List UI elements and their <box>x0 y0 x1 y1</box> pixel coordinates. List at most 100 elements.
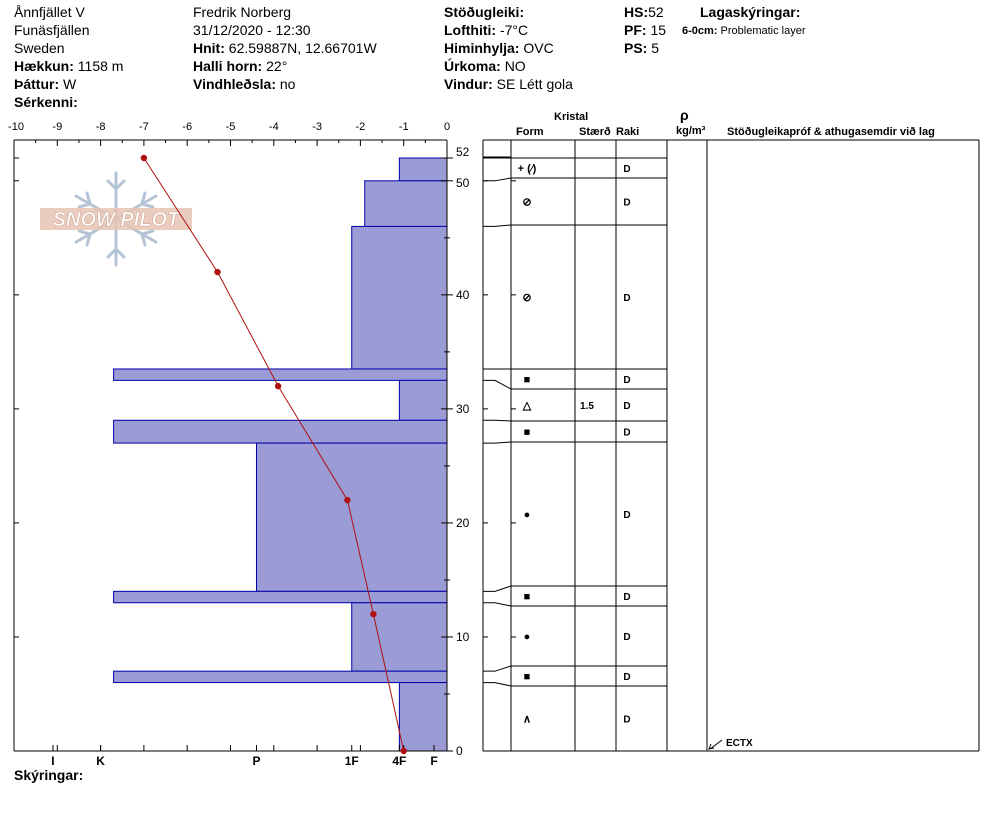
layer-form-3: ■ <box>524 374 531 386</box>
temp-tick-label-0: -10 <box>8 121 24 133</box>
layer-connector-9 <box>483 665 512 672</box>
ps-label: PS: <box>624 40 648 56</box>
wind-loading-value: no <box>279 76 296 92</box>
hardness-label-4: 4F <box>392 754 406 768</box>
height-tick-label-2: 20 <box>456 516 470 530</box>
layer-connector-5 <box>483 419 512 422</box>
temperature-point-4 <box>370 610 377 618</box>
slope-label: Halli horn: <box>193 58 263 74</box>
layer-form-9: ■ <box>524 671 531 683</box>
temperature-point-1 <box>214 268 221 276</box>
observation-datetime: 31/12/2020 - 12:30 <box>193 22 311 38</box>
legend-item-text: Problematic layer <box>720 25 806 37</box>
slope-value: 22° <box>266 58 288 74</box>
layer-moisture-0: D <box>623 164 630 175</box>
legend-item-range: 6-0cm: <box>682 25 718 37</box>
hs-label: HS: <box>624 4 649 20</box>
layer-moisture-3: D <box>623 375 630 386</box>
temp-tick-label-3: -7 <box>139 121 149 133</box>
layer-moisture-8: D <box>623 632 630 643</box>
layer-form-10: ∧ <box>523 714 531 726</box>
layer-size-4: 1.5 <box>580 401 594 412</box>
legend-item: 6-0cm: Problematic layer <box>682 25 806 37</box>
hardness-bar-0 <box>398 157 448 182</box>
layer-moisture-7: D <box>623 592 630 603</box>
layer-connector-4 <box>483 379 512 390</box>
precipitation: Úrkoma: NO <box>444 58 526 74</box>
sky-value: OVC <box>523 40 554 56</box>
layer-moisture-4: D <box>623 401 630 412</box>
aspect: Þáttur: W <box>14 76 76 92</box>
region-name: Funäsfjällen <box>14 22 90 38</box>
height-tick-label-4: 40 <box>456 288 470 302</box>
hardness-bar-4 <box>398 379 448 421</box>
hardness-bar-5 <box>113 419 448 444</box>
hardness-bar-9 <box>113 670 448 684</box>
hardness-label-0: I <box>51 754 54 768</box>
layer-connector-10 <box>483 682 512 687</box>
temp-tick-label-6: -4 <box>269 121 279 133</box>
coords-label: Hnit: <box>193 40 225 56</box>
elevation-value: 1158 m <box>77 58 124 74</box>
height-tick-label-0: 0 <box>456 744 463 758</box>
layer-connector-2 <box>483 224 512 227</box>
hardness-label-1: K <box>96 754 105 768</box>
temp-tick-label-10: 0 <box>444 121 450 133</box>
wind-loading-label: Vindhleðsla: <box>193 76 276 92</box>
temperature-profile-line <box>143 157 405 752</box>
test-result-ectx: ECTX <box>726 738 753 749</box>
hardness-bar-3 <box>113 368 448 381</box>
pf: PF: 15 <box>624 22 666 38</box>
pf-value: 15 <box>650 22 667 38</box>
comments-label: Skýringar: <box>14 767 84 783</box>
ectx-arrow-head <box>708 743 715 750</box>
stability-label: Stöðugleiki: <box>444 4 525 20</box>
ps: PS: 5 <box>624 40 659 56</box>
ps-value: 5 <box>651 40 660 56</box>
hardness-label-3: 1F <box>345 754 359 768</box>
layer-moisture-2: D <box>623 293 630 304</box>
temperature-point-5 <box>400 747 407 755</box>
wind-loading: Vindhleðsla: no <box>193 76 295 92</box>
size-header: Stærð <box>579 126 611 138</box>
sky-cover: Himinhylja: OVC <box>444 40 554 56</box>
temperature-point-3 <box>344 496 351 504</box>
hardness-label-2: P <box>252 754 260 768</box>
observer-name: Fredrik Norberg <box>193 4 292 20</box>
hardness-label-5: F <box>430 754 437 768</box>
temp-tick-label-9: -1 <box>399 121 409 133</box>
temp-tick-label-4: -6 <box>182 121 192 133</box>
country-name: Sweden <box>14 40 65 56</box>
layer-form-5: ■ <box>524 427 531 439</box>
temperature-point-2 <box>274 382 282 390</box>
layer-form-8: ● <box>524 631 531 643</box>
wind-value: SE Létt gola <box>496 76 573 92</box>
hardness-bar-1 <box>364 180 448 227</box>
rho-header: ρ <box>680 107 689 123</box>
wind-label: Vindur: <box>444 76 493 92</box>
temp-tick-label-5: -5 <box>226 121 236 133</box>
moisture-header: Raki <box>616 126 640 138</box>
elevation-label: Hækkun: <box>14 58 74 74</box>
layer-connector-8 <box>483 602 512 607</box>
temp-tick-label-2: -8 <box>96 121 106 133</box>
precip-value: NO <box>504 58 526 74</box>
coordinates: Hnit: 62.59887N, 12.66701W <box>193 40 377 56</box>
pf-label: PF: <box>624 22 647 38</box>
temp-tick-label-7: -3 <box>312 121 322 133</box>
location-name: Ånnfjället V <box>14 4 85 20</box>
air-temp-label: Lofthiti: <box>444 22 497 38</box>
layer-moisture-10: D <box>623 715 630 726</box>
layer-connector-6 <box>483 441 512 444</box>
hardness-bar-10 <box>398 682 448 752</box>
density-unit-header: kg/m³ <box>676 125 706 137</box>
wind: Vindur: SE Létt gola <box>444 76 573 92</box>
hardness-bar-7 <box>113 590 448 604</box>
layer-moisture-9: D <box>623 672 630 683</box>
height-tick-label-6: 52 <box>456 145 470 159</box>
air-temp-value: -7°C <box>499 22 529 38</box>
temp-tick-label-8: -2 <box>356 121 366 133</box>
hardness-bar-8 <box>351 602 448 672</box>
coords-value: 62.59887N, 12.66701W <box>228 40 377 56</box>
